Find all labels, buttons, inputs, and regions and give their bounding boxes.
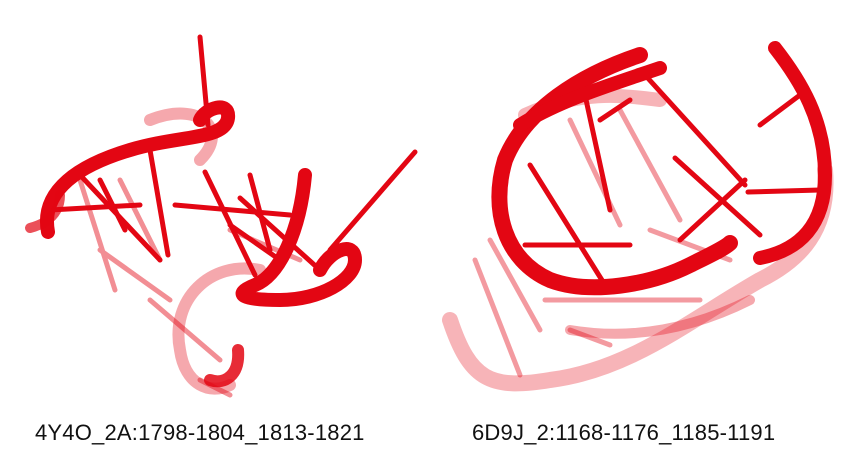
rna-structure-image-left [0,0,430,410]
structure-caption-left: 4Y4O_2A:1798-1804_1813-1821 [35,420,365,446]
backbone-arm-right [760,48,825,258]
structure-panel-right: 6D9J_2:1168-1176_1185-1191 [430,0,860,460]
structure-panel-left: 4Y4O_2A:1798-1804_1813-1821 [0,0,430,460]
rna-structure-image-right [430,0,860,410]
structure-caption-right: 6D9J_2:1168-1176_1185-1191 [472,420,775,446]
